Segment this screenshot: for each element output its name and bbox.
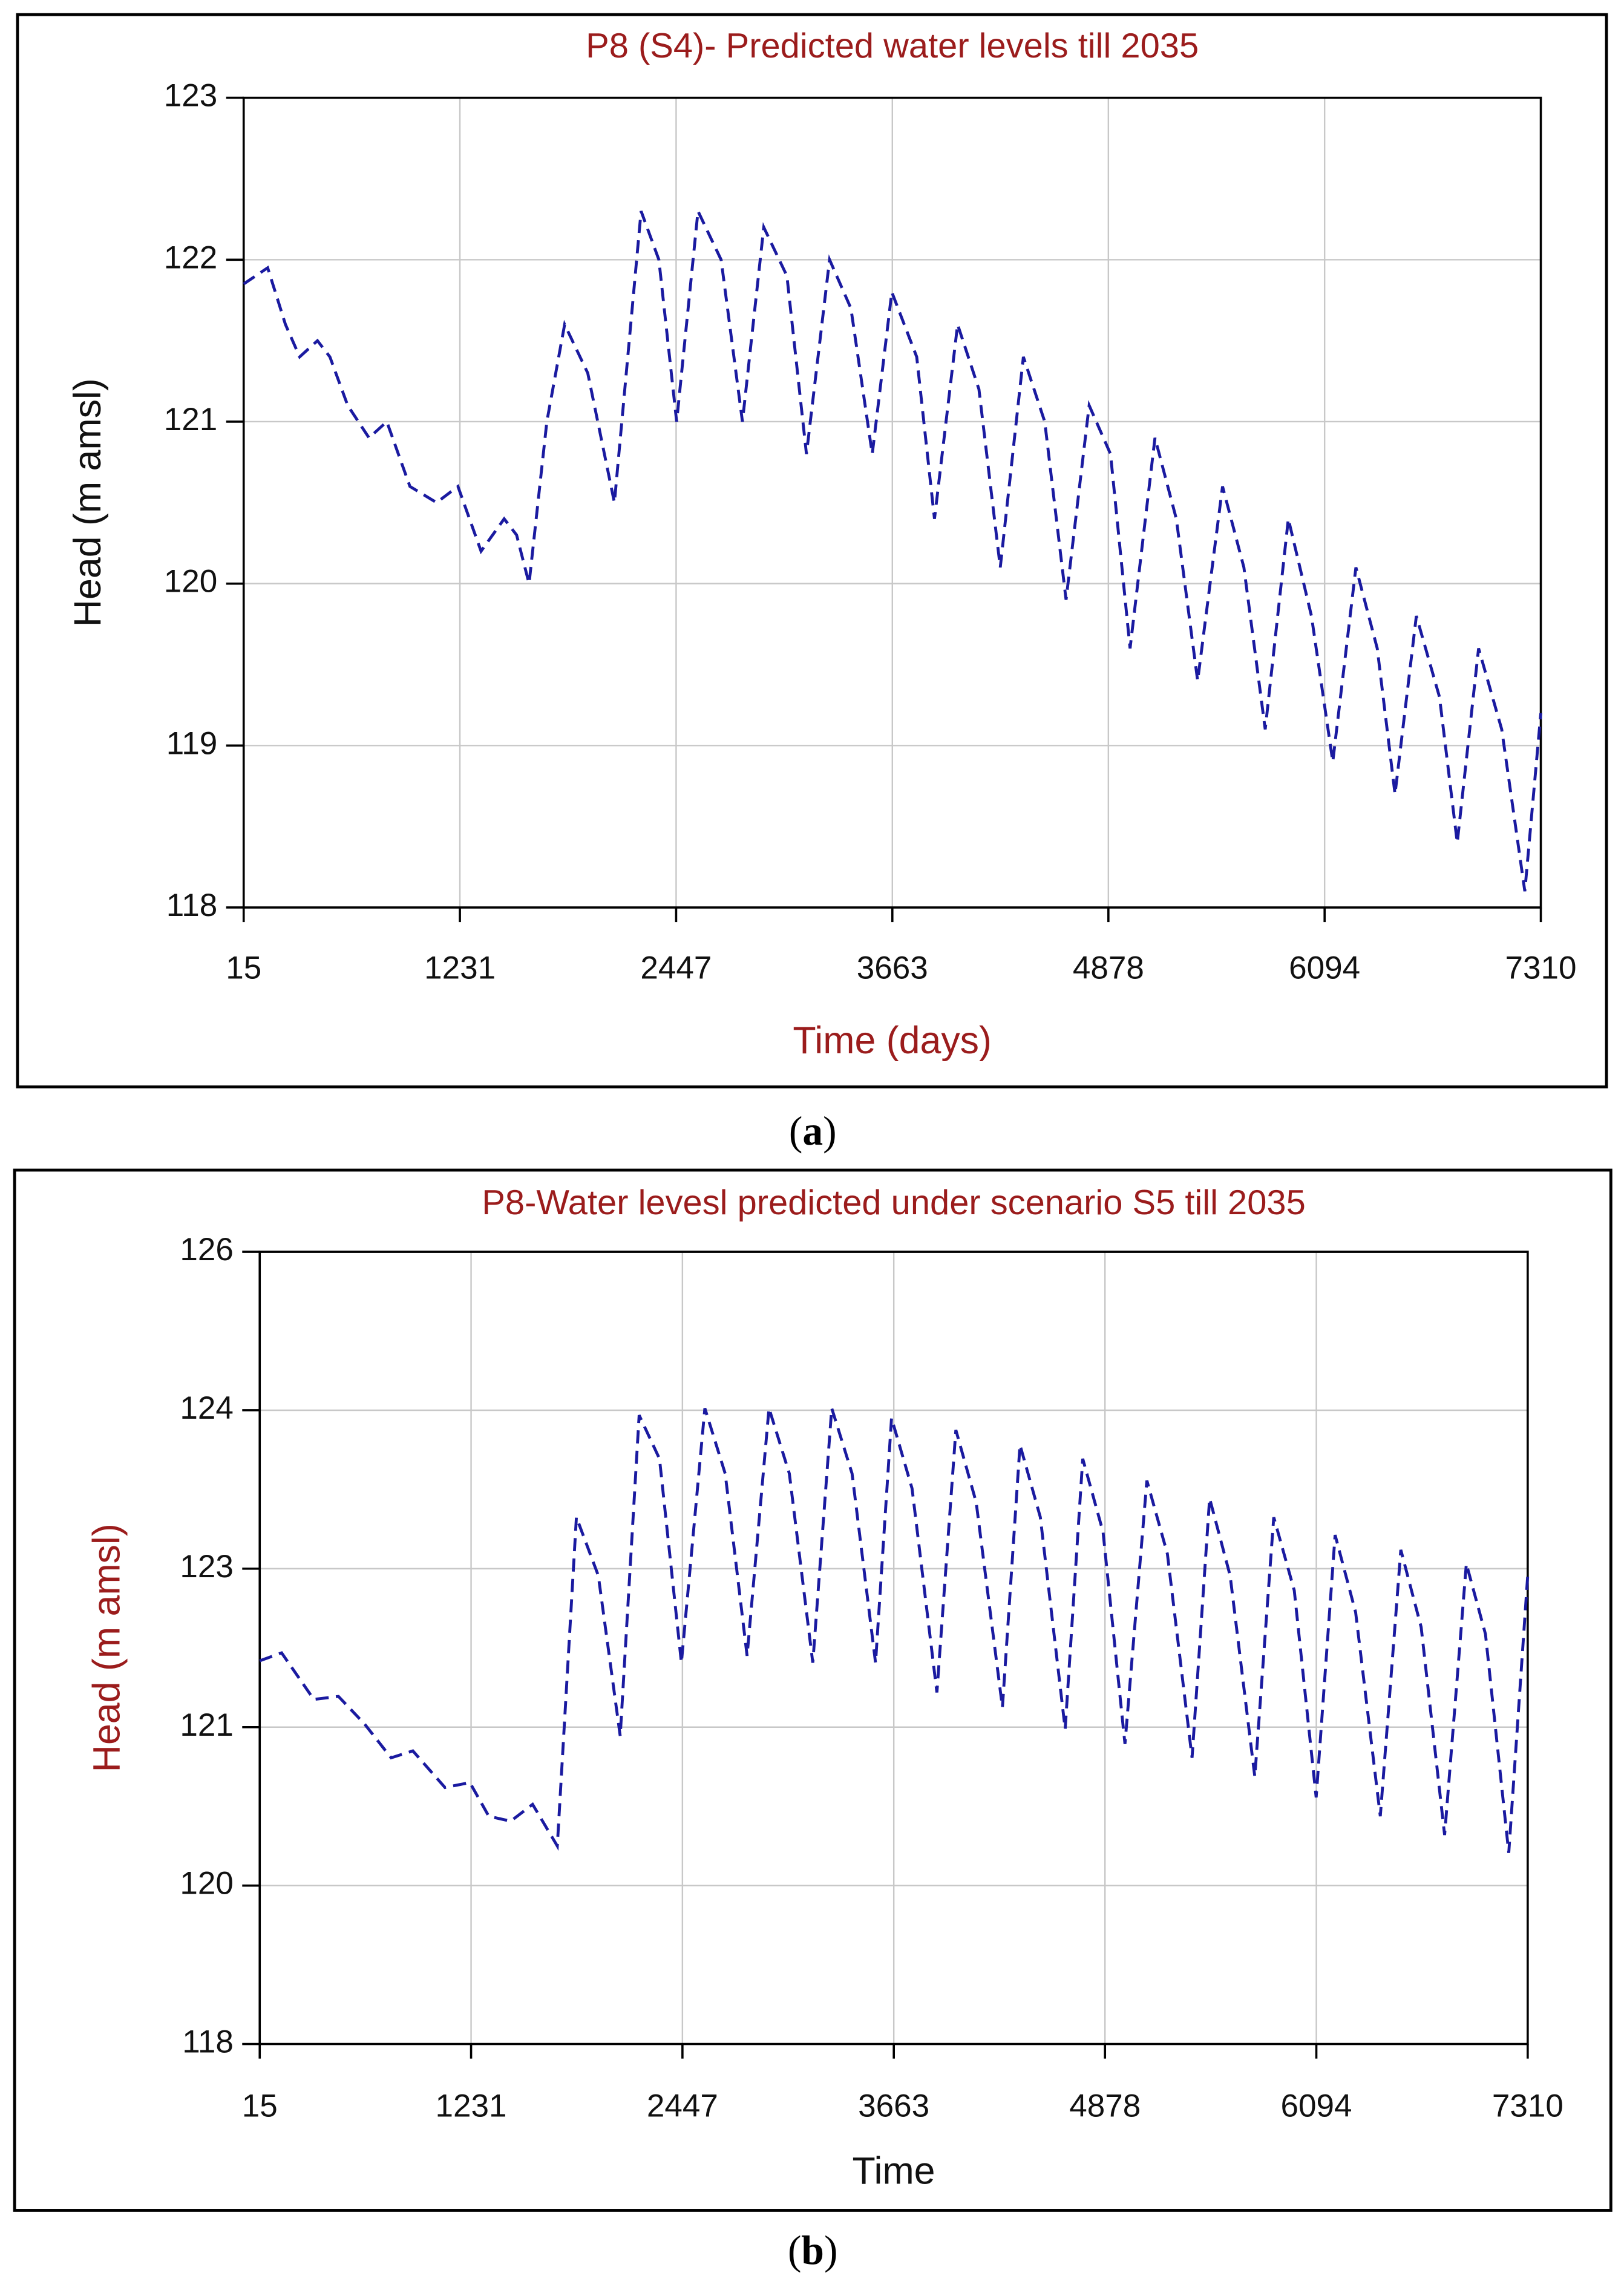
x-axis-label: Time (853, 2150, 935, 2193)
plot-area (242, 96, 1542, 909)
chart-frame (16, 13, 1608, 1089)
caption: (a) (789, 1108, 837, 1154)
y-tick-label: 120 (180, 1866, 234, 1902)
y-tick-label: 123 (180, 1549, 234, 1584)
data-line (259, 1407, 1530, 1853)
plot-area (258, 1251, 1529, 2045)
data-line (243, 206, 1542, 892)
y-tick-label: 118 (182, 2024, 234, 2060)
chart-title: P8 (S4)- Predicted water levels till 203… (586, 27, 1199, 65)
x-tick-label: 7310 (1505, 950, 1577, 986)
caption-part: ) (824, 2227, 837, 2272)
chart-title: P8-Water levesl predicted under scenario… (482, 1183, 1305, 1222)
x-tick-label: 1231 (424, 950, 496, 986)
y-tick-label: 122 (164, 240, 218, 275)
y-tick-label: 123 (164, 78, 218, 114)
x-tick-label: 1231 (436, 2088, 507, 2124)
y-tick-label: 124 (180, 1390, 234, 1426)
x-tick-label: 6094 (1281, 2088, 1352, 2124)
y-axis-label: Head (m amsl) (85, 1523, 128, 1772)
y-tick-label: 126 (180, 1232, 234, 1267)
y-tick-label: 121 (180, 1707, 234, 1743)
x-tick-label: 2447 (640, 950, 712, 986)
x-tick-label: 7310 (1492, 2088, 1563, 2124)
caption-part: ( (789, 1108, 802, 1154)
y-tick-label: 118 (166, 888, 218, 923)
caption: (b) (788, 2227, 838, 2272)
x-tick-label: 3663 (857, 950, 928, 986)
chart-frame (13, 1168, 1613, 2212)
y-tick-label: 121 (164, 402, 218, 437)
x-tick-label: 15 (226, 950, 261, 986)
x-tick-label: 4878 (1069, 2088, 1141, 2124)
caption-part: b (801, 2227, 824, 2272)
x-tick-label: 2447 (647, 2088, 718, 2124)
x-tick-label: 3663 (858, 2088, 929, 2124)
caption-part: a (802, 1108, 823, 1154)
y-axis-label: Head (m amsl) (67, 378, 109, 627)
x-axis-label: Time (days) (793, 1019, 992, 1062)
x-tick-label: 15 (242, 2088, 278, 2124)
y-tick-label: 120 (164, 564, 218, 600)
x-tick-label: 6094 (1289, 950, 1360, 986)
caption-part: ( (788, 2227, 801, 2272)
x-tick-label: 4878 (1073, 950, 1144, 986)
y-tick-label: 119 (166, 725, 218, 761)
caption-part: ) (823, 1108, 836, 1154)
